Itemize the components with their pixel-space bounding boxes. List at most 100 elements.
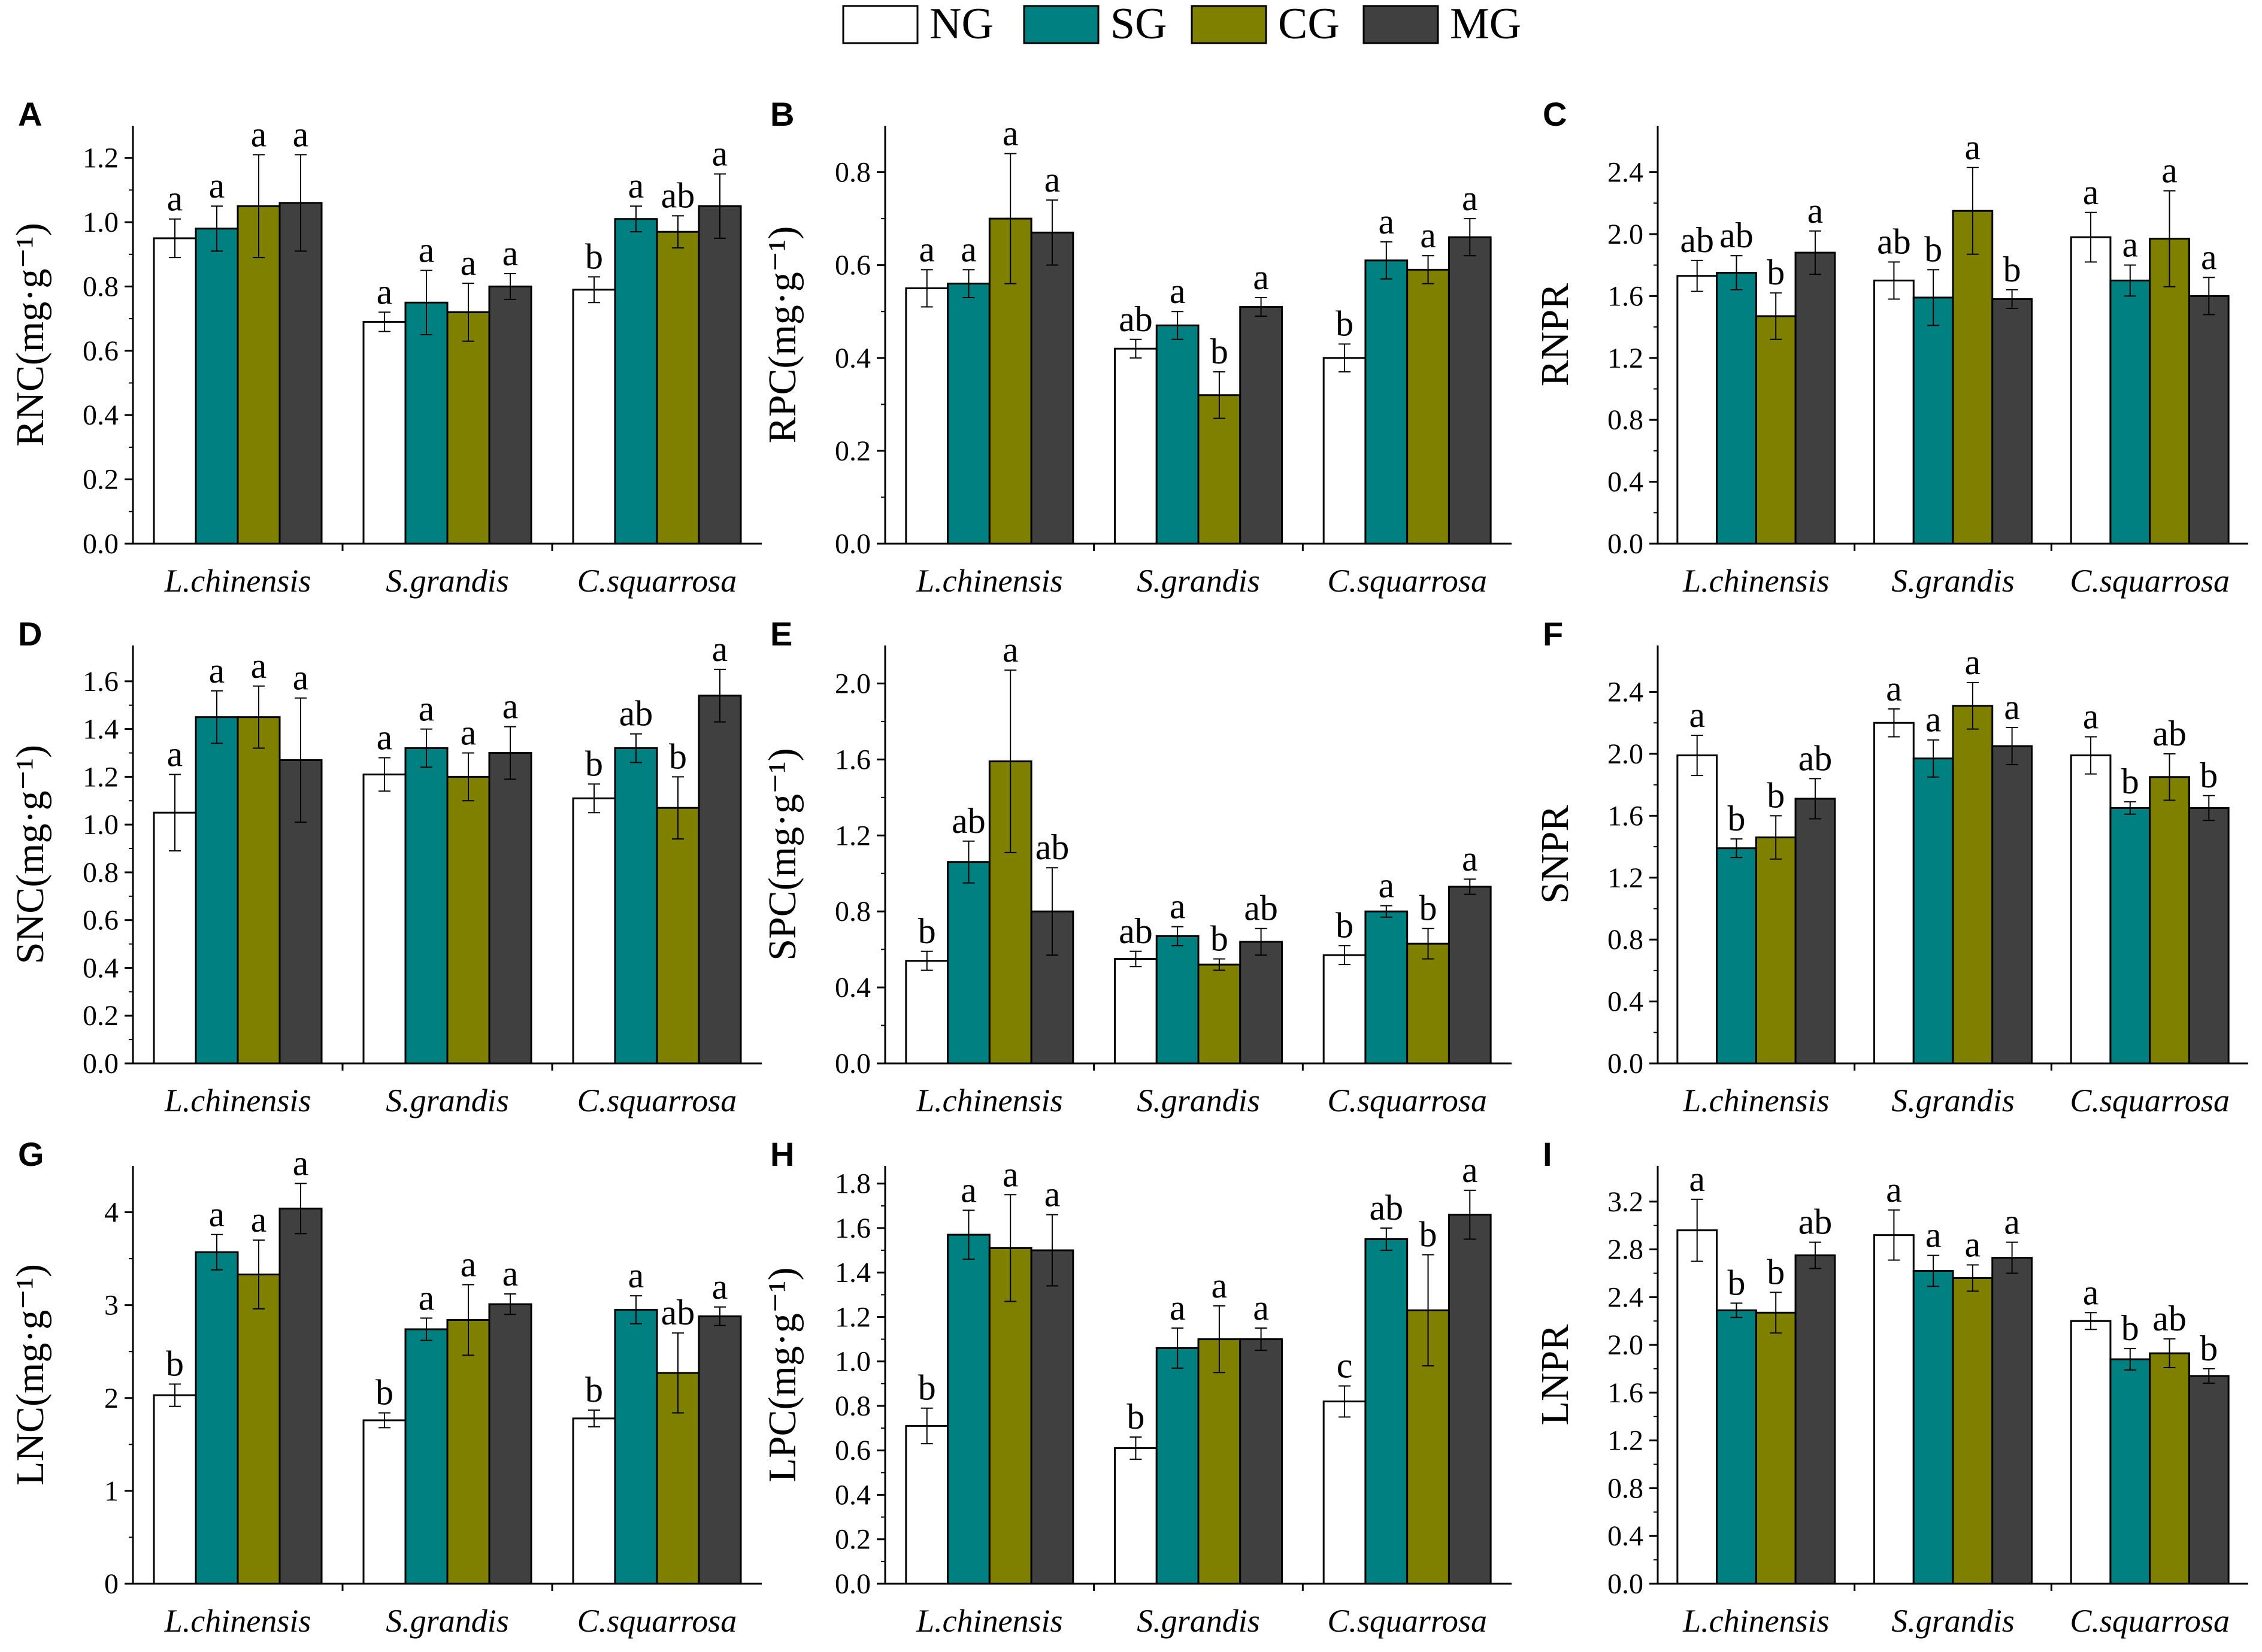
bar-f-sg — [2109, 807, 2151, 1065]
bar-i-sg — [1912, 1269, 1954, 1585]
bar-i-ng — [2070, 1320, 2112, 1585]
significance-letter-e-sg: ab — [952, 801, 986, 841]
significance-letter-f-cg: a — [1965, 642, 1981, 682]
significance-letter-i-cg: ab — [2152, 1299, 2187, 1338]
significance-letter-f-ng: a — [1689, 695, 1705, 735]
bar-d-sg — [614, 747, 658, 1065]
significance-letter-b-mg: a — [1253, 257, 1269, 297]
bar-e-ng — [1114, 958, 1158, 1065]
category-label-f: S.grandis — [1891, 1083, 2015, 1118]
y-tick-label-c: 2.4 — [1607, 157, 1643, 189]
bar-d-cg — [237, 716, 281, 1065]
category-label-h: S.grandis — [1137, 1603, 1260, 1639]
significance-letter-i-ng: a — [1689, 1159, 1705, 1199]
bar-f-cg — [1755, 836, 1797, 1065]
significance-letter-a-cg: a — [251, 114, 267, 154]
bar-g-cg — [446, 1318, 490, 1585]
significance-letter-a-cg: a — [461, 243, 477, 283]
y-axis-label-a: RNC(mg·g⁻¹) — [8, 223, 52, 447]
y-axis-label-f: SNPR — [1533, 805, 1577, 904]
significance-letter-h-ng: b — [918, 1368, 936, 1408]
significance-letter-g-ng: b — [585, 1370, 603, 1409]
y-tick-label-d: 0.6 — [83, 905, 119, 936]
significance-letter-b-cg: b — [1210, 332, 1228, 371]
panel-letter-e: E — [770, 615, 792, 653]
significance-letter-g-sg: a — [419, 1278, 435, 1317]
y-tick-label-h: 0.2 — [835, 1524, 871, 1556]
significance-letter-i-ng: a — [2083, 1272, 2099, 1312]
bar-h-mg — [1448, 1214, 1492, 1585]
significance-letter-a-sg: a — [419, 231, 435, 270]
bar-i-ng — [1873, 1234, 1915, 1585]
y-tick-label-h: 1.8 — [835, 1168, 871, 1200]
bar-c-cg — [1952, 210, 1994, 545]
category-label-e: L.chinensis — [916, 1083, 1063, 1118]
significance-letter-b-cg: a — [1420, 216, 1436, 255]
panel-letter-g: G — [18, 1135, 44, 1173]
bar-g-ng — [572, 1417, 616, 1585]
significance-letter-b-mg: a — [1044, 160, 1061, 199]
category-label-a: S.grandis — [386, 563, 509, 599]
significance-letter-g-cg: a — [461, 1245, 477, 1284]
bar-c-cg — [1755, 315, 1797, 545]
y-tick-label-i: 1.6 — [1607, 1377, 1643, 1409]
y-tick-label-c: 1.2 — [1607, 342, 1643, 374]
y-tick-label-b: 0.2 — [835, 435, 871, 467]
significance-letter-a-mg: a — [712, 134, 728, 174]
significance-letter-h-sg: ab — [1369, 1188, 1403, 1227]
y-axis-label-c: RNPR — [1533, 283, 1577, 386]
category-label-g: S.grandis — [386, 1603, 509, 1639]
significance-letter-h-sg: a — [961, 1170, 977, 1210]
bar-c-ng — [1676, 275, 1718, 545]
bar-b-ng — [905, 287, 949, 545]
y-axis-label-g: LNC(mg·g⁻¹) — [8, 1264, 52, 1486]
bar-g-sg — [614, 1308, 658, 1585]
significance-letter-c-cg: b — [1767, 253, 1785, 292]
significance-letter-c-cg: a — [2161, 151, 2178, 190]
bar-h-sg — [1155, 1347, 1200, 1585]
significance-letter-c-cg: a — [1965, 128, 1981, 167]
bar-h-mg — [1030, 1249, 1074, 1585]
y-axis-label-d: SNC(mg·g⁻¹) — [8, 745, 52, 964]
significance-letter-i-mg: ab — [1798, 1202, 1833, 1242]
bar-c-sg — [1716, 272, 1757, 545]
significance-letter-b-sg: a — [1378, 202, 1394, 241]
significance-letter-c-sg: b — [1924, 229, 1942, 269]
panel-h: H 0.0 0.2 0.4 0.6 0.8 1.0 1.2 1.4 1.6 1.8 LPC(mg·g⁻… — [761, 1135, 1512, 1639]
category-label-b: S.grandis — [1137, 563, 1260, 599]
bar-c-mg — [2188, 295, 2230, 545]
y-tick-label-a: 0.6 — [83, 335, 119, 367]
category-label-e: C.squarrosa — [1327, 1083, 1487, 1118]
bar-a-ng — [153, 237, 197, 545]
y-tick-label-c: 0.0 — [1607, 528, 1643, 560]
y-tick-label-i: 3.2 — [1607, 1186, 1643, 1218]
y-tick-label-b: 0.0 — [835, 528, 871, 560]
significance-letter-g-cg: a — [251, 1200, 267, 1239]
significance-letter-e-mg: ab — [1244, 889, 1278, 928]
category-label-e: S.grandis — [1137, 1083, 1260, 1118]
category-label-i: C.squarrosa — [2070, 1603, 2230, 1639]
category-label-d: L.chinensis — [164, 1083, 311, 1118]
y-tick-label-d: 0.8 — [83, 857, 119, 889]
y-axis-label-b: RPC(mg·g⁻¹) — [761, 226, 804, 444]
y-tick-label-f: 1.2 — [1607, 862, 1643, 894]
bar-d-cg — [656, 807, 700, 1065]
significance-letter-e-sg: a — [1378, 866, 1394, 905]
significance-letter-i-cg: a — [1965, 1225, 1981, 1265]
bar-f-cg — [1952, 705, 1994, 1065]
category-label-b: L.chinensis — [916, 563, 1063, 599]
bar-g-ng — [153, 1394, 197, 1585]
y-tick-label-c: 0.8 — [1607, 404, 1643, 436]
bar-e-cg — [1197, 963, 1241, 1065]
legend-swatch-cg — [1191, 5, 1267, 44]
bar-a-ng — [362, 321, 407, 545]
bar-e-ng — [905, 960, 949, 1065]
significance-letter-f-mg: a — [2004, 687, 2020, 727]
bar-f-mg — [1991, 745, 2033, 1065]
significance-letter-d-ng: a — [377, 717, 393, 757]
bar-f-ng — [1873, 722, 1915, 1065]
significance-letter-d-sg: ab — [619, 694, 653, 733]
panel-i: I 0.0 0.4 0.8 1.2 1.6 2.0 2.4 2.8 3.2 LNPR L.chinen… — [1533, 1135, 2248, 1639]
bar-d-sg — [195, 716, 239, 1065]
